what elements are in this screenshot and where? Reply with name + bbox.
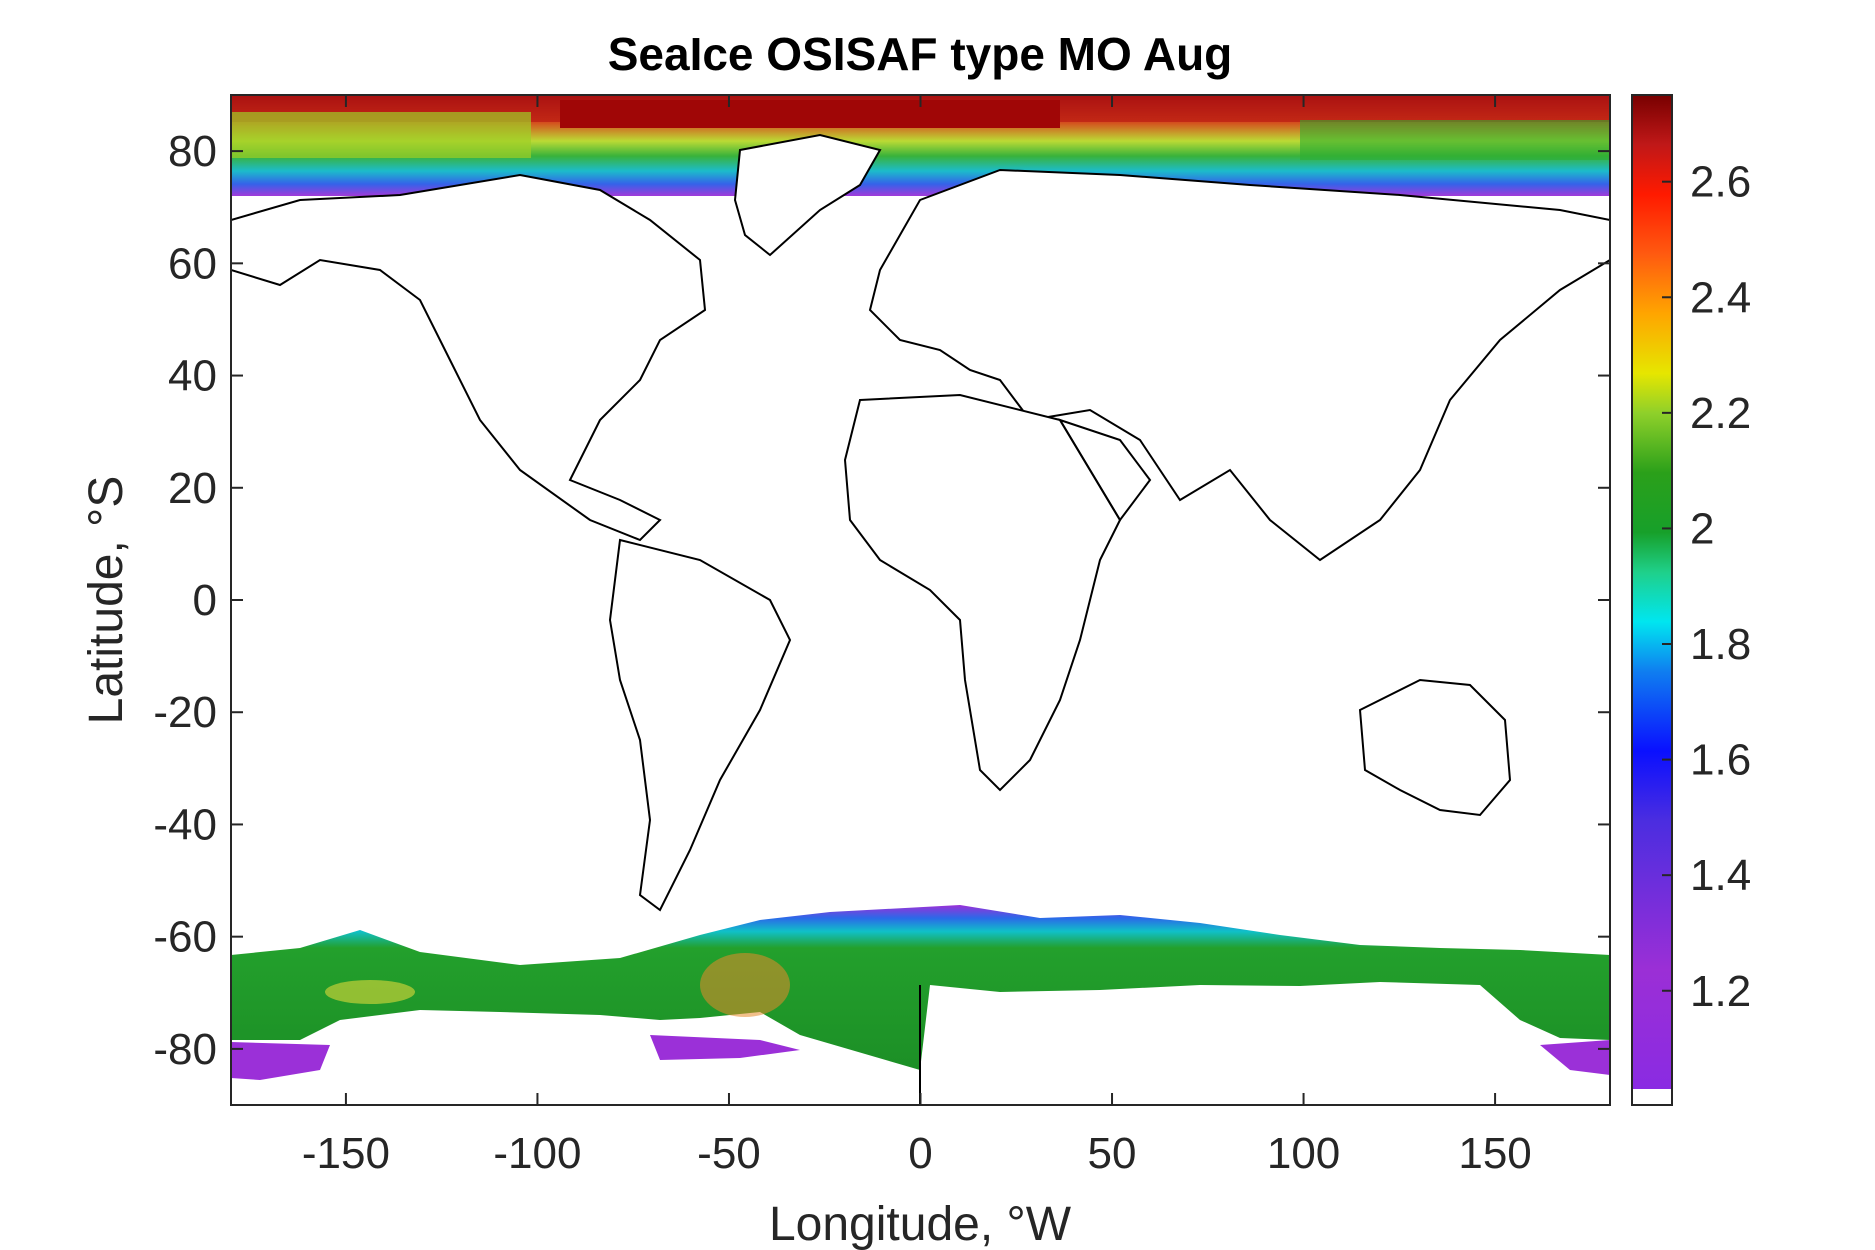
colorbar-tick-label: 2.6 — [1690, 158, 1751, 207]
colorbar-tick-label: 1.2 — [1690, 967, 1751, 1016]
colorbar-gradient — [1632, 95, 1672, 1089]
y-tick-label: 40 — [168, 352, 217, 401]
arctic-sea-ice-field — [231, 96, 1610, 196]
x-tick-label: 50 — [1088, 1129, 1137, 1178]
colorbar-ticks: 2.6 2.4 2.2 2 1.8 1.6 1.4 1.2 — [1662, 158, 1751, 1016]
y-tick-label: 0 — [193, 576, 217, 625]
eurasia-outline — [868, 168, 1610, 562]
chart-title: SeaIce OSISAF type MO Aug — [608, 28, 1233, 80]
colorbar-tick-label: 2.2 — [1690, 389, 1751, 438]
x-tick-label: -150 — [302, 1129, 390, 1178]
greenland-outline — [733, 133, 882, 257]
x-axis-ticks: -150 -100 -50 0 50 100 150 — [302, 95, 1532, 1178]
x-tick-label: 100 — [1267, 1129, 1340, 1178]
y-tick-label: 60 — [168, 239, 217, 288]
plot-area — [231, 95, 1610, 1105]
y-tick-label: -20 — [153, 688, 217, 737]
x-tick-label: -100 — [493, 1129, 581, 1178]
x-tick-label: 150 — [1458, 1129, 1531, 1178]
arabia-outline — [1057, 418, 1152, 522]
colorbar-tick-label: 1.4 — [1690, 851, 1751, 900]
coastline-outlines — [231, 133, 1610, 1105]
colorbar-tick-label: 1.8 — [1690, 620, 1751, 669]
colorbar-tick-label: 1.6 — [1690, 736, 1751, 785]
y-tick-label: -80 — [153, 1025, 217, 1074]
colorbar-frame — [1631, 94, 1673, 1106]
colorbar-tick-label: 2.4 — [1690, 273, 1751, 322]
x-tick-label: 0 — [908, 1129, 932, 1178]
colorbar: 2.6 2.4 2.2 2 1.8 1.6 1.4 1.2 — [1631, 94, 1751, 1106]
x-tick-label: -50 — [697, 1129, 761, 1178]
y-tick-label: 80 — [168, 127, 217, 176]
x-axis-label: Longitude, °W — [769, 1198, 1072, 1250]
colorbar-no-data-swatch — [1632, 1089, 1672, 1105]
north-america-outline — [231, 173, 707, 542]
colorbar-tick-label: 2 — [1690, 504, 1714, 553]
y-tick-label: -60 — [153, 913, 217, 962]
australia-outline — [1358, 678, 1512, 817]
y-tick-label: -40 — [153, 800, 217, 849]
y-axis-ticks: 80 60 40 20 0 -20 -40 -60 -80 — [153, 127, 1610, 1074]
y-axis-label: Latitude, °S — [80, 476, 133, 725]
y-tick-label: 20 — [168, 464, 217, 513]
south-america-outline — [608, 538, 792, 912]
